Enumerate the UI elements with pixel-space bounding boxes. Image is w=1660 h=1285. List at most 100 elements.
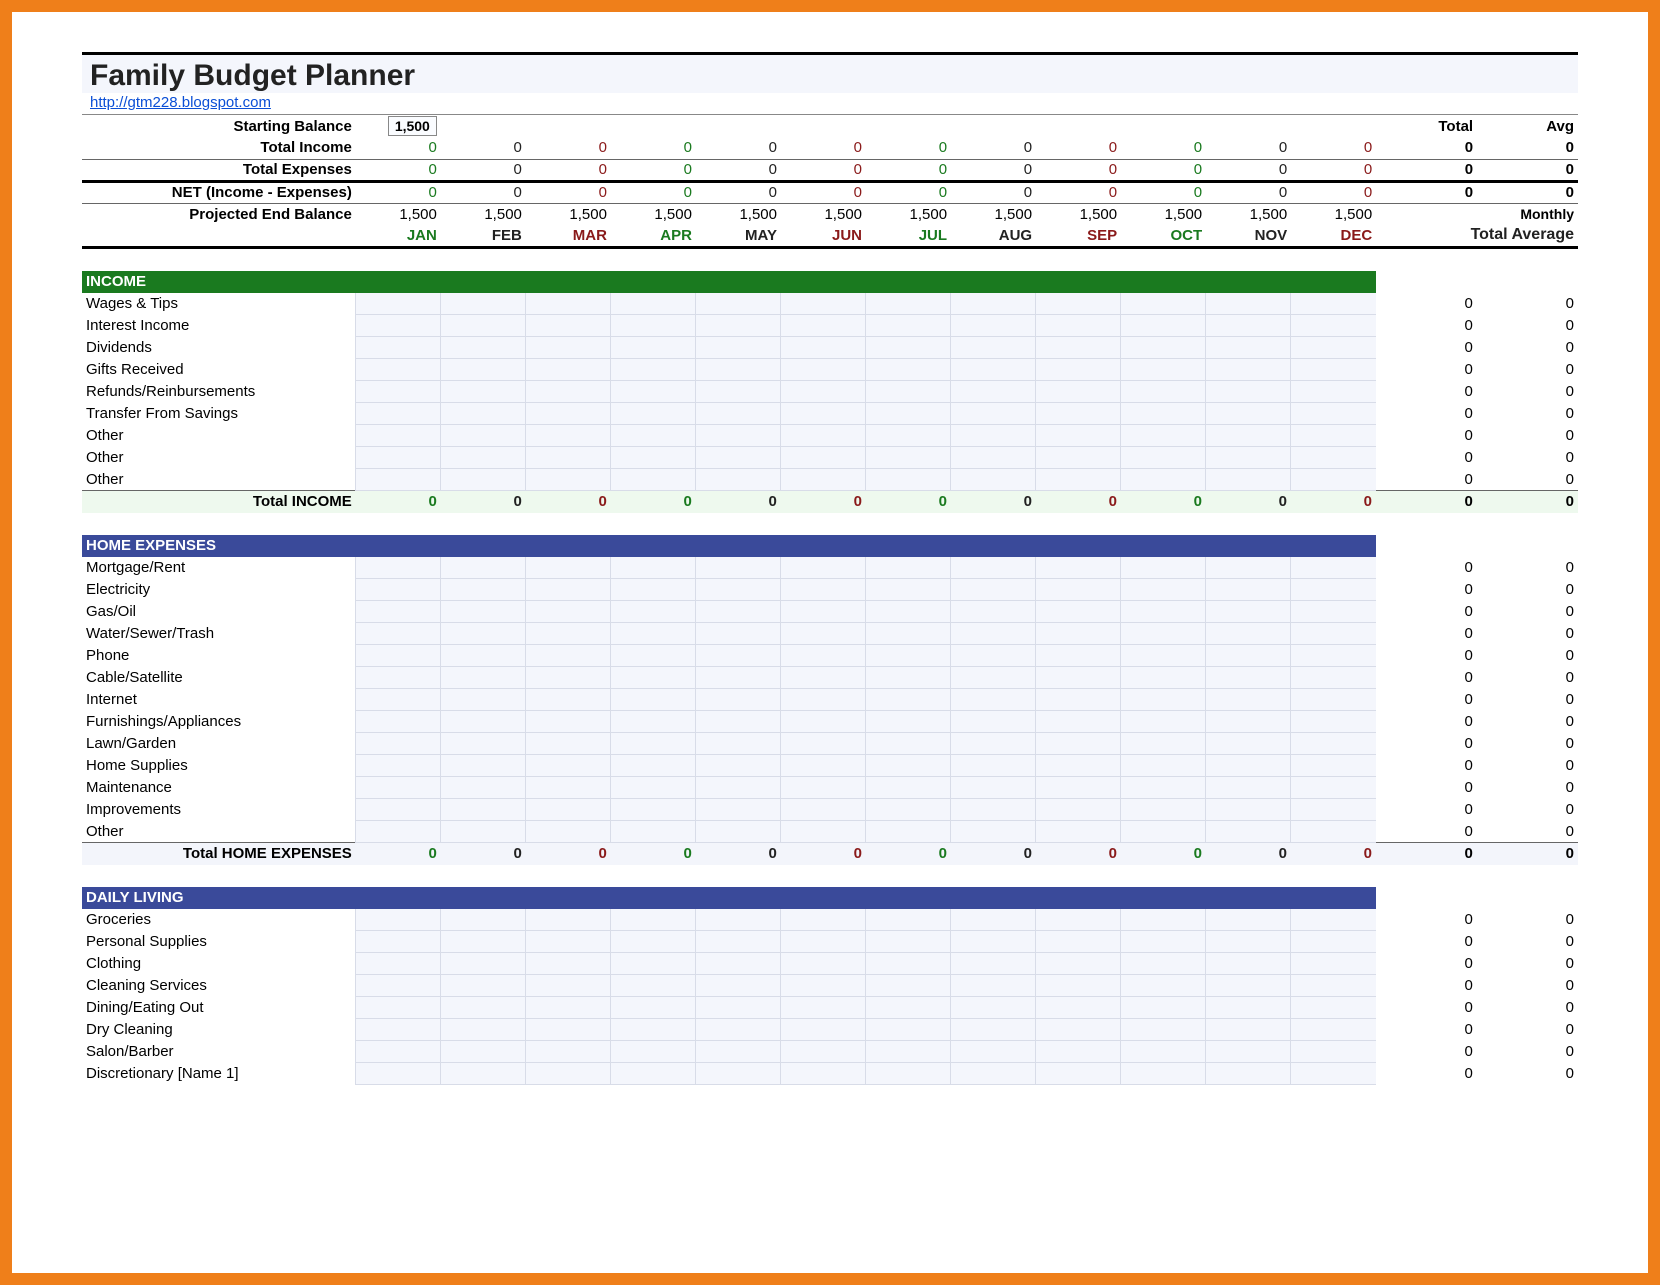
data-cell[interactable] bbox=[866, 447, 951, 469]
data-cell[interactable] bbox=[611, 777, 696, 799]
data-cell[interactable] bbox=[611, 689, 696, 711]
data-cell[interactable] bbox=[1036, 931, 1121, 953]
data-cell[interactable] bbox=[1206, 1041, 1291, 1063]
data-cell[interactable] bbox=[526, 755, 611, 777]
data-cell[interactable] bbox=[696, 359, 781, 381]
data-cell[interactable] bbox=[1206, 359, 1291, 381]
data-cell[interactable] bbox=[696, 601, 781, 623]
data-cell[interactable] bbox=[1291, 293, 1376, 315]
data-cell[interactable] bbox=[781, 447, 866, 469]
data-cell[interactable] bbox=[526, 381, 611, 403]
data-cell[interactable] bbox=[866, 667, 951, 689]
data-cell[interactable] bbox=[781, 645, 866, 667]
data-cell[interactable] bbox=[696, 425, 781, 447]
data-cell[interactable] bbox=[781, 667, 866, 689]
data-cell[interactable] bbox=[866, 689, 951, 711]
data-cell[interactable] bbox=[356, 953, 441, 975]
data-cell[interactable] bbox=[781, 623, 866, 645]
data-cell[interactable] bbox=[526, 1041, 611, 1063]
data-cell[interactable] bbox=[951, 931, 1036, 953]
data-cell[interactable] bbox=[1291, 447, 1376, 469]
data-cell[interactable] bbox=[611, 909, 696, 931]
data-cell[interactable] bbox=[526, 909, 611, 931]
data-cell[interactable] bbox=[1036, 777, 1121, 799]
data-cell[interactable] bbox=[1206, 799, 1291, 821]
data-cell[interactable] bbox=[1206, 645, 1291, 667]
data-cell[interactable] bbox=[356, 997, 441, 1019]
data-cell[interactable] bbox=[441, 777, 526, 799]
data-cell[interactable] bbox=[611, 623, 696, 645]
data-cell[interactable] bbox=[696, 755, 781, 777]
data-cell[interactable] bbox=[866, 557, 951, 579]
data-cell[interactable] bbox=[526, 689, 611, 711]
data-cell[interactable] bbox=[1291, 1063, 1376, 1085]
data-cell[interactable] bbox=[696, 997, 781, 1019]
data-cell[interactable] bbox=[951, 579, 1036, 601]
data-cell[interactable] bbox=[441, 557, 526, 579]
data-cell[interactable] bbox=[526, 403, 611, 425]
data-cell[interactable] bbox=[1291, 799, 1376, 821]
data-cell[interactable] bbox=[951, 667, 1036, 689]
data-cell[interactable] bbox=[526, 975, 611, 997]
data-cell[interactable] bbox=[1121, 425, 1206, 447]
data-cell[interactable] bbox=[611, 821, 696, 843]
data-cell[interactable] bbox=[1291, 777, 1376, 799]
data-cell[interactable] bbox=[781, 381, 866, 403]
data-cell[interactable] bbox=[696, 667, 781, 689]
data-cell[interactable] bbox=[526, 447, 611, 469]
data-cell[interactable] bbox=[526, 315, 611, 337]
data-cell[interactable] bbox=[611, 403, 696, 425]
data-cell[interactable] bbox=[1291, 953, 1376, 975]
data-cell[interactable] bbox=[611, 1041, 696, 1063]
data-cell[interactable] bbox=[866, 997, 951, 1019]
data-cell[interactable] bbox=[1121, 777, 1206, 799]
data-cell[interactable] bbox=[1206, 821, 1291, 843]
data-cell[interactable] bbox=[1206, 337, 1291, 359]
data-cell[interactable] bbox=[441, 909, 526, 931]
data-cell[interactable] bbox=[1036, 469, 1121, 491]
data-cell[interactable] bbox=[1121, 381, 1206, 403]
data-cell[interactable] bbox=[526, 1063, 611, 1085]
data-cell[interactable] bbox=[781, 799, 866, 821]
data-cell[interactable] bbox=[781, 755, 866, 777]
data-cell[interactable] bbox=[441, 403, 526, 425]
data-cell[interactable] bbox=[1206, 579, 1291, 601]
data-cell[interactable] bbox=[1291, 1041, 1376, 1063]
data-cell[interactable] bbox=[951, 425, 1036, 447]
data-cell[interactable] bbox=[526, 293, 611, 315]
data-cell[interactable] bbox=[781, 777, 866, 799]
data-cell[interactable] bbox=[1206, 997, 1291, 1019]
data-cell[interactable] bbox=[1291, 425, 1376, 447]
data-cell[interactable] bbox=[526, 953, 611, 975]
data-cell[interactable] bbox=[866, 953, 951, 975]
data-cell[interactable] bbox=[866, 1041, 951, 1063]
data-cell[interactable] bbox=[611, 799, 696, 821]
data-cell[interactable] bbox=[441, 667, 526, 689]
data-cell[interactable] bbox=[441, 997, 526, 1019]
data-cell[interactable] bbox=[866, 931, 951, 953]
data-cell[interactable] bbox=[1121, 293, 1206, 315]
data-cell[interactable] bbox=[1206, 425, 1291, 447]
data-cell[interactable] bbox=[696, 623, 781, 645]
data-cell[interactable] bbox=[441, 601, 526, 623]
data-cell[interactable] bbox=[526, 557, 611, 579]
data-cell[interactable] bbox=[1121, 667, 1206, 689]
data-cell[interactable] bbox=[1121, 1063, 1206, 1085]
data-cell[interactable] bbox=[356, 821, 441, 843]
data-cell[interactable] bbox=[356, 931, 441, 953]
data-cell[interactable] bbox=[696, 381, 781, 403]
data-cell[interactable] bbox=[951, 711, 1036, 733]
data-cell[interactable] bbox=[1206, 755, 1291, 777]
data-cell[interactable] bbox=[781, 425, 866, 447]
data-cell[interactable] bbox=[1206, 909, 1291, 931]
data-cell[interactable] bbox=[696, 821, 781, 843]
data-cell[interactable] bbox=[696, 315, 781, 337]
data-cell[interactable] bbox=[1206, 931, 1291, 953]
data-cell[interactable] bbox=[866, 315, 951, 337]
data-cell[interactable] bbox=[1291, 711, 1376, 733]
data-cell[interactable] bbox=[1036, 799, 1121, 821]
data-cell[interactable] bbox=[526, 1019, 611, 1041]
data-cell[interactable] bbox=[356, 799, 441, 821]
data-cell[interactable] bbox=[781, 1019, 866, 1041]
data-cell[interactable] bbox=[1291, 821, 1376, 843]
